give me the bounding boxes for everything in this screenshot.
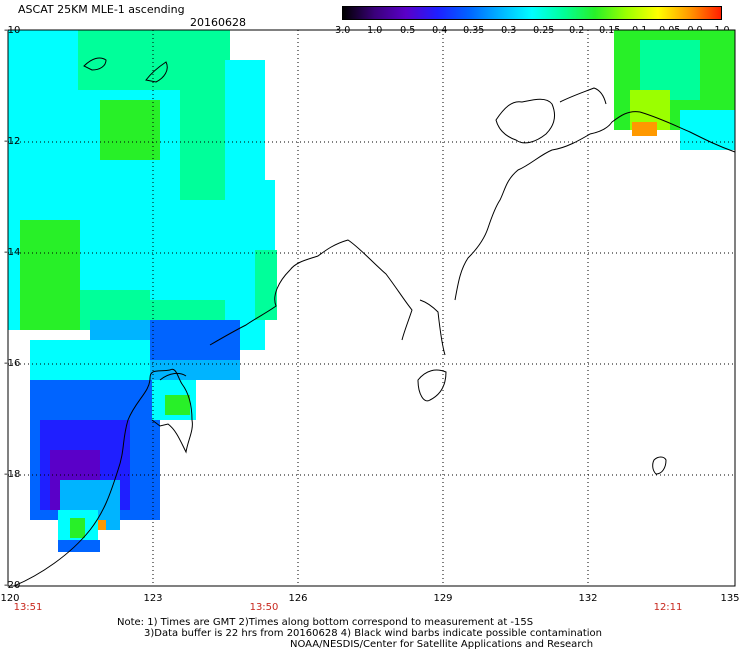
lat-label: -20 [4,580,21,591]
note-line-1: Note: 1) Times are GMT 2)Times along bot… [117,617,534,628]
coastline [13,57,736,587]
note-line-3: NOAA/NESDIS/Center for Satellite Applica… [290,639,594,650]
lon-label: 135 [720,593,740,604]
lat-lon-grid [8,30,735,586]
lat-label: -18 [4,469,21,480]
time-label: 13:51 [13,602,43,613]
lon-label: 129 [433,593,453,604]
lon-label: 132 [578,593,598,604]
lon-label: 123 [143,593,163,604]
lon-label: 126 [288,593,308,604]
lat-label: -14 [4,247,21,258]
time-label: 13:50 [249,602,279,613]
lat-label: -10 [4,25,21,36]
map-frame [7,29,736,587]
map-date: 20160628 [190,16,246,29]
swath-data [8,30,735,552]
note-line-2: 3)Data buffer is 22 hrs from 20160628 4)… [144,628,602,639]
time-label: 12:11 [653,602,683,613]
map-title: ASCAT 25KM MLE-1 ascending [18,3,185,16]
lat-label: -16 [4,358,21,369]
colorbar [342,6,722,20]
lat-label: -12 [4,136,21,147]
lon-label: 120 [0,593,20,604]
